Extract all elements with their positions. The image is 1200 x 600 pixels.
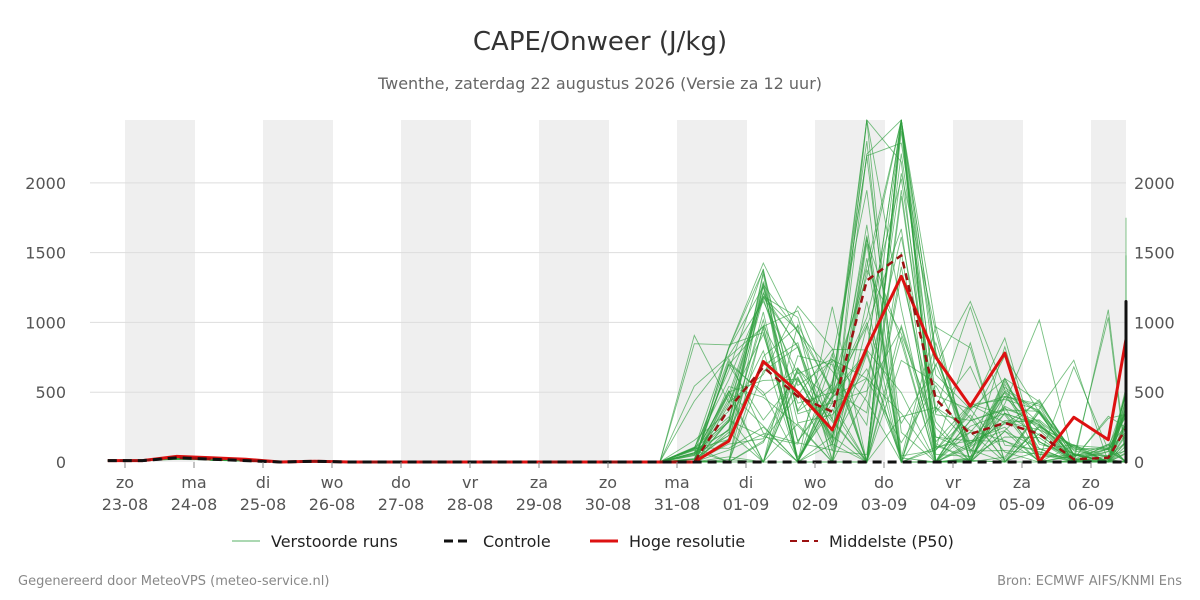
x-tick-day: wo	[804, 473, 827, 492]
x-axis: zo 23-08 ma 24-08 di 25-08 wo 26-08 do 27-08 vr 28-…	[102, 462, 1115, 514]
x-tick-date: 23-08	[102, 495, 149, 514]
x-tick-date: 28-08	[447, 495, 494, 514]
chart-subtitle: Twenthe, zaterdag 22 augustus 2026 (Vers…	[377, 74, 822, 93]
x-tick-date: 01-09	[723, 495, 770, 514]
x-tick-day: vr	[945, 473, 961, 492]
y-tick-label: 500	[1134, 383, 1165, 402]
x-tick-date: 27-08	[378, 495, 425, 514]
x-tick-date: 05-09	[999, 495, 1046, 514]
legend-item-control[interactable]: Controle	[444, 532, 551, 551]
x-tick-date: 25-08	[240, 495, 287, 514]
y-axis-left: 0 500 1000 1500 2000	[25, 174, 66, 472]
x-tick-day: di	[256, 473, 271, 492]
footer-source: Bron: ECMWF AIFS/KNMI Ens	[997, 574, 1182, 589]
x-tick-day: do	[874, 473, 894, 492]
legend-item-median[interactable]: Middelste (P50)	[790, 532, 954, 551]
y-tick-label: 1000	[1134, 313, 1175, 332]
legend-item-high-res[interactable]: Hoge resolutie	[590, 532, 745, 551]
y-tick-label: 2000	[1134, 174, 1175, 193]
y-tick-label: 1000	[25, 313, 66, 332]
y-tick-label: 1500	[1134, 244, 1175, 263]
x-tick-day: wo	[321, 473, 344, 492]
legend-label: Middelste (P50)	[829, 532, 954, 551]
x-tick-day: za	[530, 473, 548, 492]
x-tick-day: ma	[664, 473, 689, 492]
footer-credit: Gegenereerd door MeteoVPS (meteo-service…	[18, 574, 329, 589]
y-tick-label: 500	[35, 383, 66, 402]
x-tick-date: 30-08	[585, 495, 632, 514]
y-tick-label: 0	[56, 453, 66, 472]
day-band	[263, 120, 333, 462]
day-band	[125, 120, 195, 462]
legend-label: Verstoorde runs	[271, 532, 398, 551]
y-tick-label: 2000	[25, 174, 66, 193]
x-tick-day: vr	[462, 473, 478, 492]
x-tick-date: 02-09	[792, 495, 839, 514]
x-tick-day: ma	[181, 473, 206, 492]
x-tick-date: 04-09	[930, 495, 977, 514]
x-tick-date: 31-08	[654, 495, 701, 514]
x-tick-day: di	[739, 473, 754, 492]
legend-label: Controle	[483, 532, 551, 551]
series-line-controle	[107, 300, 1128, 464]
main-series	[107, 254, 1128, 464]
x-tick-date: 06-09	[1068, 495, 1115, 514]
chart-title: CAPE/Onweer (J/kg)	[473, 27, 727, 57]
x-tick-day: za	[1013, 473, 1031, 492]
legend: Verstoorde runs Controle Hoge resolutie …	[232, 532, 954, 551]
x-tick-day: zo	[1082, 473, 1100, 492]
y-tick-label: 0	[1134, 453, 1144, 472]
x-tick-day: zo	[599, 473, 617, 492]
x-tick-date: 24-08	[171, 495, 218, 514]
y-tick-label: 1500	[25, 244, 66, 263]
x-tick-day: do	[391, 473, 411, 492]
y-axis-right: 0 500 1000 1500 2000	[1134, 174, 1175, 472]
x-tick-date: 29-08	[516, 495, 563, 514]
x-tick-date: 03-09	[861, 495, 908, 514]
x-tick-day: zo	[116, 473, 134, 492]
day-band	[401, 120, 471, 462]
day-band	[539, 120, 609, 462]
x-tick-date: 26-08	[309, 495, 356, 514]
legend-label: Hoge resolutie	[629, 532, 745, 551]
legend-item-perturbed[interactable]: Verstoorde runs	[232, 532, 398, 551]
